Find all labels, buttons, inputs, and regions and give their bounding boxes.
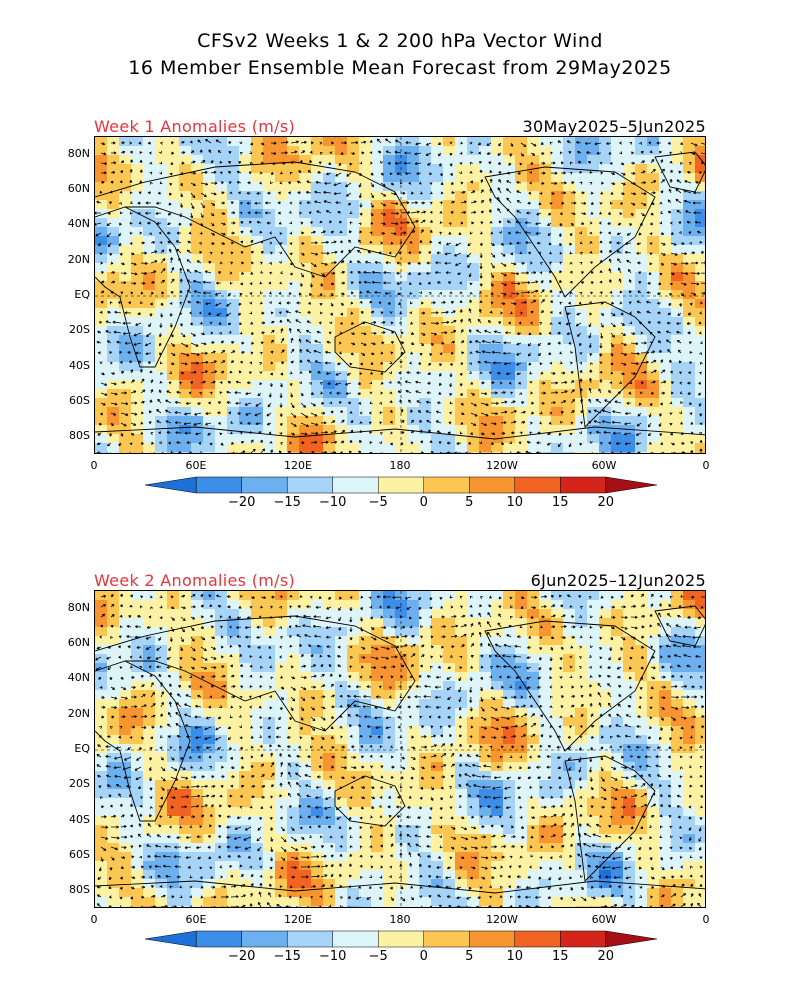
colorbar-tick-label: −5 — [368, 495, 388, 510]
lon-tick-label: 120W — [486, 459, 518, 472]
colorbar-tick-label: 5 — [465, 949, 474, 964]
colorbar-tick-label: −15 — [273, 949, 301, 964]
lon-tick-label: 0 — [90, 459, 98, 472]
colorbar-segment — [560, 930, 607, 948]
colorbar-tick-label: −10 — [319, 495, 347, 510]
colorbar-segment — [560, 476, 607, 494]
lat-tick-label: 80N — [67, 146, 90, 160]
colorbar-segment — [332, 476, 379, 494]
colorbar-tick-label: 0 — [419, 495, 428, 510]
chart-title-line1: CFSv2 Weeks 1 & 2 200 hPa Vector Wind — [197, 30, 603, 52]
colorbar-segment — [514, 476, 561, 494]
colorbar-segment — [144, 930, 197, 948]
week2-colorbar — [144, 929, 658, 949]
week1-panel-label: Week 1 Anomalies (m/s) — [94, 117, 296, 136]
week1-panel-dates: 30May2025–5Jun2025 — [522, 117, 706, 136]
colorbar-tick-label: 5 — [465, 495, 474, 510]
colorbar-tick-label: −20 — [227, 495, 256, 510]
lon-tick-label: 180 — [389, 913, 411, 926]
week1-coastlines — [95, 151, 705, 440]
colorbar-segment — [195, 476, 242, 494]
lon-tick-label: 60E — [185, 459, 207, 472]
lon-tick-label: 0 — [702, 913, 710, 926]
week2-panel-label: Week 2 Anomalies (m/s) — [94, 571, 296, 590]
colorbar-tick-label: −10 — [319, 949, 347, 964]
lat-tick-label: 80S — [69, 429, 90, 443]
lon-tick-label: 60W — [591, 459, 617, 472]
colorbar-tick-label: −5 — [368, 949, 388, 964]
colorbar-segment — [286, 476, 333, 494]
lat-tick-label: 20N — [67, 252, 90, 266]
lon-tick-label: 0 — [90, 913, 98, 926]
colorbar-segment — [332, 930, 379, 948]
lat-tick-label: 80S — [69, 883, 90, 897]
lat-tick-label: 20S — [69, 777, 90, 791]
lat-tick-label: EQ — [74, 742, 90, 755]
week1-anomaly-map — [94, 136, 706, 454]
week2-anomaly-map — [94, 590, 706, 908]
colorbar-segment — [377, 930, 425, 948]
colorbar-tick-label: 20 — [597, 495, 615, 510]
colorbar-tick-label: 15 — [552, 495, 569, 510]
colorbar-tick-label: 10 — [506, 949, 524, 964]
colorbar-tick-label: 10 — [506, 495, 524, 510]
lon-tick-label: 0 — [702, 459, 710, 472]
colorbar-segment — [605, 930, 658, 948]
lat-tick-label: 60N — [67, 636, 90, 649]
colorbar-segment — [241, 476, 288, 494]
lat-tick-label: 20S — [69, 323, 90, 337]
lon-tick-label: 60W — [591, 913, 617, 926]
colorbar-tick-label: 15 — [552, 949, 569, 964]
colorbar-tick-label: 20 — [597, 949, 615, 964]
week2-map-canvas — [95, 591, 705, 907]
colorbar-segment — [423, 476, 470, 494]
lat-tick-label: EQ — [74, 288, 90, 301]
lat-tick-label: 60S — [69, 394, 90, 407]
lat-tick-label: 40N — [67, 217, 90, 231]
colorbar-segment — [144, 476, 197, 494]
colorbar-graphic — [144, 476, 658, 494]
week1-colorbar — [144, 475, 658, 495]
week2-panel-dates: 6Jun2025–12Jun2025 — [530, 571, 706, 590]
colorbar-tick-label: −20 — [227, 949, 256, 964]
colorbar-segment — [195, 930, 242, 948]
lon-tick-label: 60E — [185, 913, 207, 926]
colorbar-segment — [377, 476, 425, 494]
lon-tick-label: 180 — [389, 459, 411, 472]
lat-tick-label: 60S — [69, 848, 90, 861]
lat-tick-label: 40S — [69, 358, 90, 372]
lon-tick-label: 120W — [486, 913, 518, 926]
colorbar-segment — [514, 930, 561, 948]
colorbar-graphic — [144, 930, 658, 948]
colorbar-segment — [469, 930, 516, 948]
lat-tick-label: 40S — [69, 812, 90, 826]
lon-tick-label: 120E — [284, 913, 312, 926]
chart-title-line2: 16 Member Ensemble Mean Forecast from 29… — [128, 57, 672, 79]
lat-tick-label: 20N — [67, 706, 90, 720]
colorbar-tick-label: 0 — [419, 949, 428, 964]
colorbar-segment — [423, 930, 470, 948]
week1-wind-vectors — [95, 138, 705, 453]
lat-tick-label: 40N — [67, 671, 90, 685]
colorbar-segment — [286, 930, 333, 948]
week2-wind-vectors — [95, 593, 705, 907]
colorbar-segment — [605, 476, 658, 494]
lat-tick-label: 80N — [67, 600, 90, 614]
colorbar-segment — [241, 930, 288, 948]
colorbar-tick-label: −15 — [273, 495, 301, 510]
week1-shading — [95, 137, 705, 453]
lat-tick-label: 60N — [67, 182, 90, 195]
week1-map-canvas — [95, 137, 705, 453]
lon-tick-label: 120E — [284, 459, 312, 472]
colorbar-segment — [469, 476, 516, 494]
